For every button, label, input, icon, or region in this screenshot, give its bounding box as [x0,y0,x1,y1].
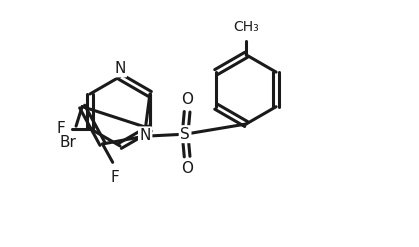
Text: Br: Br [59,135,76,150]
Text: N: N [140,128,151,143]
Text: CH₃: CH₃ [233,21,259,34]
Text: F: F [57,121,65,136]
Text: S: S [180,127,190,142]
Text: N: N [114,61,126,76]
Text: O: O [181,162,193,176]
Text: F: F [110,170,119,185]
Text: O: O [181,92,193,107]
